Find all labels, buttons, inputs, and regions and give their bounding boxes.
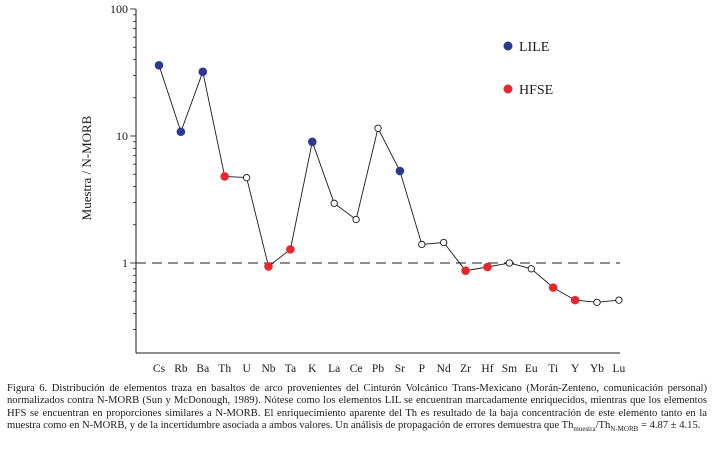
data-point-nd xyxy=(440,238,448,247)
y-axis-label: Muestra / N-MORB xyxy=(79,115,94,220)
data-point-k xyxy=(308,137,317,147)
x-tick-label-zr: Zr xyxy=(460,363,471,375)
x-tick-label-ta: Ta xyxy=(285,363,296,375)
y-tick-label: 100 xyxy=(110,2,128,16)
data-point-lu xyxy=(615,296,623,304)
data-point-ce xyxy=(352,215,360,224)
x-tick-label-nd: Nd xyxy=(437,363,451,375)
x-tick-label-la: La xyxy=(328,363,340,375)
data-point-y xyxy=(570,295,580,305)
x-tick-label-eu: Eu xyxy=(525,363,538,375)
data-point-eu xyxy=(527,265,535,273)
legend-label-lile: LILE xyxy=(519,40,549,55)
x-tick-label-p: P xyxy=(419,363,425,375)
legend-marker-lile xyxy=(503,41,513,51)
data-point-sm xyxy=(505,259,514,267)
x-tick-label-k: K xyxy=(308,363,317,375)
x-tick-label-ti: Ti xyxy=(548,363,558,375)
x-tick-label-ce: Ce xyxy=(350,363,363,375)
data-point-yb xyxy=(593,298,601,306)
data-point-pb xyxy=(374,124,382,132)
x-tick-label-rb: Rb xyxy=(174,363,188,375)
data-point-la xyxy=(330,199,338,207)
data-point-rb xyxy=(176,127,186,137)
trace-element-chart: 1 10 100 Cs Rb Ba Th U Nb Ta K La Ce Pb Sr P Nd Zr Hf Sm Eu… xyxy=(79,2,626,375)
x-tick-label-sr: Sr xyxy=(395,363,405,375)
data-point-p xyxy=(418,240,426,249)
x-tick-label-nb: Nb xyxy=(261,363,275,375)
legend-label-hfse: HFSE xyxy=(519,83,553,98)
x-tick-label-sm: Sm xyxy=(502,363,517,375)
data-point-nb xyxy=(264,262,273,271)
legend-marker-hfse xyxy=(503,84,513,94)
data-point-zr xyxy=(461,266,470,275)
x-tick-label-hf: Hf xyxy=(481,363,493,375)
y-axis-ticks: 1 10 100 xyxy=(110,2,136,330)
x-tick-label-yb: Yb xyxy=(590,363,604,375)
x-tick-label-cs: Cs xyxy=(153,363,166,375)
caption-text: Figura 6. Distribución de elementos traz… xyxy=(7,383,707,432)
x-tick-label-th: Th xyxy=(218,363,231,375)
caption-sub-nmorb: N-MORB xyxy=(610,425,639,434)
series-line xyxy=(158,65,619,303)
x-tick-label-y: Y xyxy=(571,363,580,375)
chart-axes xyxy=(135,9,620,354)
x-tick-label-ba: Ba xyxy=(196,363,209,375)
y-tick-label: 10 xyxy=(116,129,128,143)
figure-caption: Figura 6. Distribución de elementos traz… xyxy=(7,383,707,433)
data-point-cs xyxy=(154,61,164,70)
caption-slash: /Th xyxy=(595,420,611,432)
y-tick-label: 1 xyxy=(122,256,128,270)
x-axis-labels: Cs Rb Ba Th U Nb Ta K La Ce Pb Sr P Nd Zr Hf Sm Eu Ti Y Yb Lu xyxy=(153,363,626,375)
data-point-ba xyxy=(198,67,208,77)
data-point-ta xyxy=(286,245,295,254)
caption-sub-muestra: muestra xyxy=(573,425,596,434)
data-point-u xyxy=(242,173,251,182)
data-point-hf xyxy=(483,262,492,272)
x-tick-label-pb: Pb xyxy=(372,363,384,375)
data-point-th xyxy=(220,172,229,181)
data-point-ti xyxy=(548,283,558,292)
caption-tail: = 4.87 ± 4.15. xyxy=(638,420,701,432)
data-point-sr xyxy=(395,166,405,176)
data-points xyxy=(154,61,623,306)
x-tick-label-u: U xyxy=(242,363,251,375)
x-tick-label-lu: Lu xyxy=(613,363,626,375)
legend: LILE HFSE xyxy=(503,40,553,98)
